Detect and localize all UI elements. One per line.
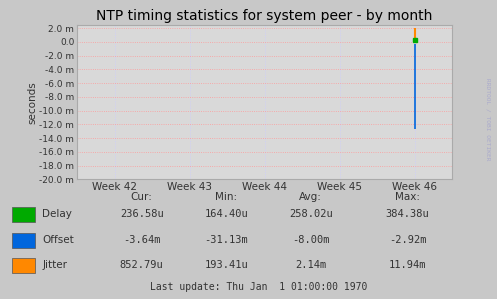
Text: RRDTOOL / TOBI OETIKER: RRDTOOL / TOBI OETIKER <box>486 78 491 161</box>
FancyBboxPatch shape <box>12 258 35 273</box>
Text: Offset: Offset <box>42 235 74 245</box>
FancyBboxPatch shape <box>12 233 35 248</box>
Text: 236.58u: 236.58u <box>120 209 164 219</box>
Text: Delay: Delay <box>42 209 72 219</box>
Text: 11.94m: 11.94m <box>389 260 426 270</box>
Text: Jitter: Jitter <box>42 260 67 270</box>
Text: -8.00m: -8.00m <box>292 235 330 245</box>
Text: Cur:: Cur: <box>131 192 153 202</box>
Text: 2.14m: 2.14m <box>295 260 326 270</box>
Text: -3.64m: -3.64m <box>123 235 161 245</box>
Y-axis label: seconds: seconds <box>28 81 38 124</box>
Text: -2.92m: -2.92m <box>389 235 426 245</box>
Text: 384.38u: 384.38u <box>386 209 429 219</box>
Text: 258.02u: 258.02u <box>289 209 332 219</box>
FancyBboxPatch shape <box>12 207 35 222</box>
Text: -31.13m: -31.13m <box>204 235 248 245</box>
Text: Min:: Min: <box>215 192 237 202</box>
Text: 164.40u: 164.40u <box>204 209 248 219</box>
Text: 193.41u: 193.41u <box>204 260 248 270</box>
Text: Max:: Max: <box>395 192 420 202</box>
Text: Last update: Thu Jan  1 01:00:00 1970: Last update: Thu Jan 1 01:00:00 1970 <box>150 281 367 292</box>
Text: Avg:: Avg: <box>299 192 322 202</box>
Text: 852.79u: 852.79u <box>120 260 164 270</box>
Title: NTP timing statistics for system peer - by month: NTP timing statistics for system peer - … <box>96 9 433 23</box>
